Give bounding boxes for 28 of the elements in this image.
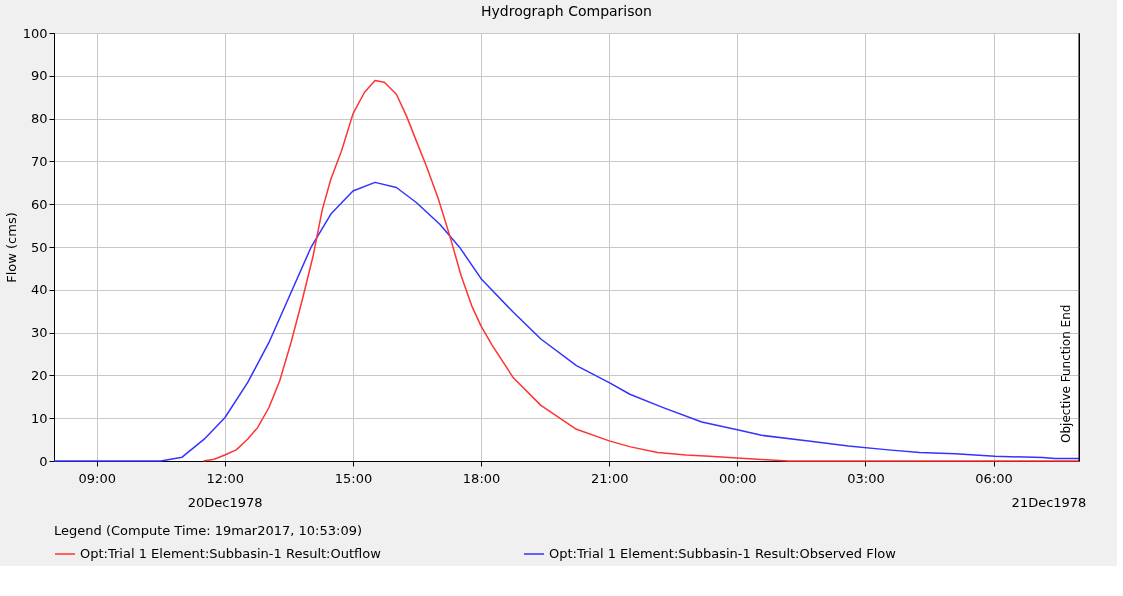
y-tick-label: 40	[30, 282, 48, 298]
ref-line-label: Objective Function End	[1059, 304, 1073, 443]
y-tick-label: 60	[30, 196, 48, 212]
x-tick-label: 21:00	[590, 470, 629, 486]
legend-label: Opt:Trial 1 Element:Subbasin-1 Result:Outflow	[80, 546, 382, 561]
legend-title: Legend (Compute Time: 19mar2017, 10:53:09)	[54, 523, 363, 538]
y-tick-label: 90	[30, 68, 48, 84]
chart-title: Hydrograph Comparison	[481, 3, 652, 19]
x-tick-label: 15:00	[334, 470, 373, 486]
x-tick-label: 00:00	[719, 470, 757, 486]
y-tick-label: 10	[30, 410, 48, 426]
y-axis-title: Flow (cms)	[3, 212, 19, 283]
x-tick-label: 03:00	[847, 470, 885, 486]
text: 20Dec1978	[187, 495, 263, 510]
x-tick-label: 06:00	[975, 470, 1013, 486]
x-tick-label: 09:00	[78, 470, 116, 486]
y-tick-label: 0	[39, 453, 48, 469]
x-tick-label: 12:00	[206, 470, 245, 486]
y-tick-label: 100	[22, 25, 48, 41]
line-series	[202, 79, 1080, 462]
y-tick-label: 80	[30, 111, 48, 127]
x-tick-label: 18:00	[462, 470, 501, 486]
y-tick-label: 20	[30, 367, 48, 383]
y-tick-label: 70	[30, 153, 48, 169]
y-tick-label: 50	[30, 239, 48, 255]
legend-label: Opt:Trial 1 Element:Subbasin-1 Result:Observed Flow	[549, 546, 897, 561]
text: 21Dec1978	[1011, 495, 1087, 510]
y-tick-label: 30	[30, 325, 48, 341]
